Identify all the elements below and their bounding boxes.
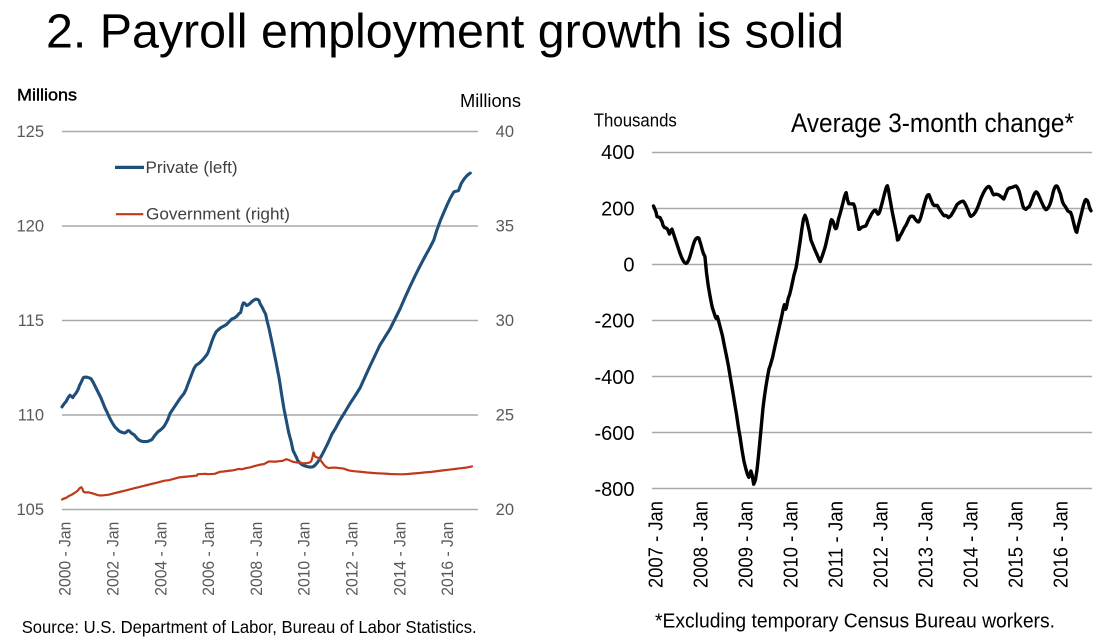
svg-text:2009 - Jan: 2009 - Jan	[736, 501, 758, 588]
svg-text:Millions: Millions	[17, 86, 77, 105]
svg-text:25: 25	[496, 406, 514, 424]
svg-text:400: 400	[601, 142, 634, 164]
svg-text:2016 - Jan: 2016 - Jan	[1051, 501, 1073, 588]
svg-text:2. Payroll employment growth i: 2. Payroll employment growth is solid	[46, 6, 844, 59]
svg-text:-600: -600	[594, 423, 634, 445]
svg-text:2014 - Jan: 2014 - Jan	[961, 501, 983, 588]
svg-text:-400: -400	[594, 367, 634, 389]
svg-text:Source: U.S. Department of Lab: Source: U.S. Department of Labor, Bureau…	[22, 617, 477, 637]
svg-text:2011 - Jan: 2011 - Jan	[826, 501, 848, 588]
svg-text:Government (right): Government (right)	[146, 206, 290, 224]
svg-text:2008 - Jan: 2008 - Jan	[691, 501, 713, 588]
svg-text:Private (left): Private (left)	[146, 159, 238, 177]
svg-text:Thousands: Thousands	[594, 111, 677, 131]
svg-text:2012 - Jan: 2012 - Jan	[344, 522, 362, 596]
svg-text:Average 3-month change*: Average 3-month change*	[791, 108, 1074, 138]
svg-text:2012 - Jan: 2012 - Jan	[871, 501, 893, 588]
svg-text:125: 125	[16, 123, 44, 141]
svg-text:2000 - Jan: 2000 - Jan	[57, 522, 75, 596]
svg-text:2014 - Jan: 2014 - Jan	[391, 522, 409, 596]
svg-text:2015 - Jan: 2015 - Jan	[1006, 501, 1028, 588]
svg-text:2016 - Jan: 2016 - Jan	[439, 522, 457, 596]
svg-text:200: 200	[601, 198, 634, 220]
svg-text:0: 0	[623, 255, 634, 277]
svg-text:115: 115	[18, 312, 44, 330]
svg-text:40: 40	[496, 123, 514, 141]
svg-text:105: 105	[16, 501, 44, 519]
svg-text:120: 120	[16, 217, 44, 235]
svg-text:2008 - Jan: 2008 - Jan	[248, 522, 266, 596]
svg-text:2002 - Jan: 2002 - Jan	[105, 522, 123, 596]
svg-text:20: 20	[496, 501, 514, 519]
svg-text:2006 - Jan: 2006 - Jan	[200, 522, 218, 596]
svg-text:2010 - Jan: 2010 - Jan	[781, 501, 803, 588]
svg-text:2004 - Jan: 2004 - Jan	[152, 522, 170, 596]
svg-text:35: 35	[496, 217, 514, 235]
svg-text:110: 110	[18, 406, 44, 424]
svg-text:*Excluding temporary Census Bu: *Excluding temporary Census Bureau worke…	[655, 611, 1055, 633]
svg-text:Millions: Millions	[460, 91, 521, 111]
svg-text:2013 - Jan: 2013 - Jan	[916, 501, 938, 588]
svg-text:30: 30	[496, 312, 514, 330]
svg-text:2007 - Jan: 2007 - Jan	[646, 501, 668, 588]
svg-text:-800: -800	[594, 479, 634, 501]
svg-text:-200: -200	[594, 311, 634, 333]
svg-text:2010 - Jan: 2010 - Jan	[296, 522, 314, 596]
